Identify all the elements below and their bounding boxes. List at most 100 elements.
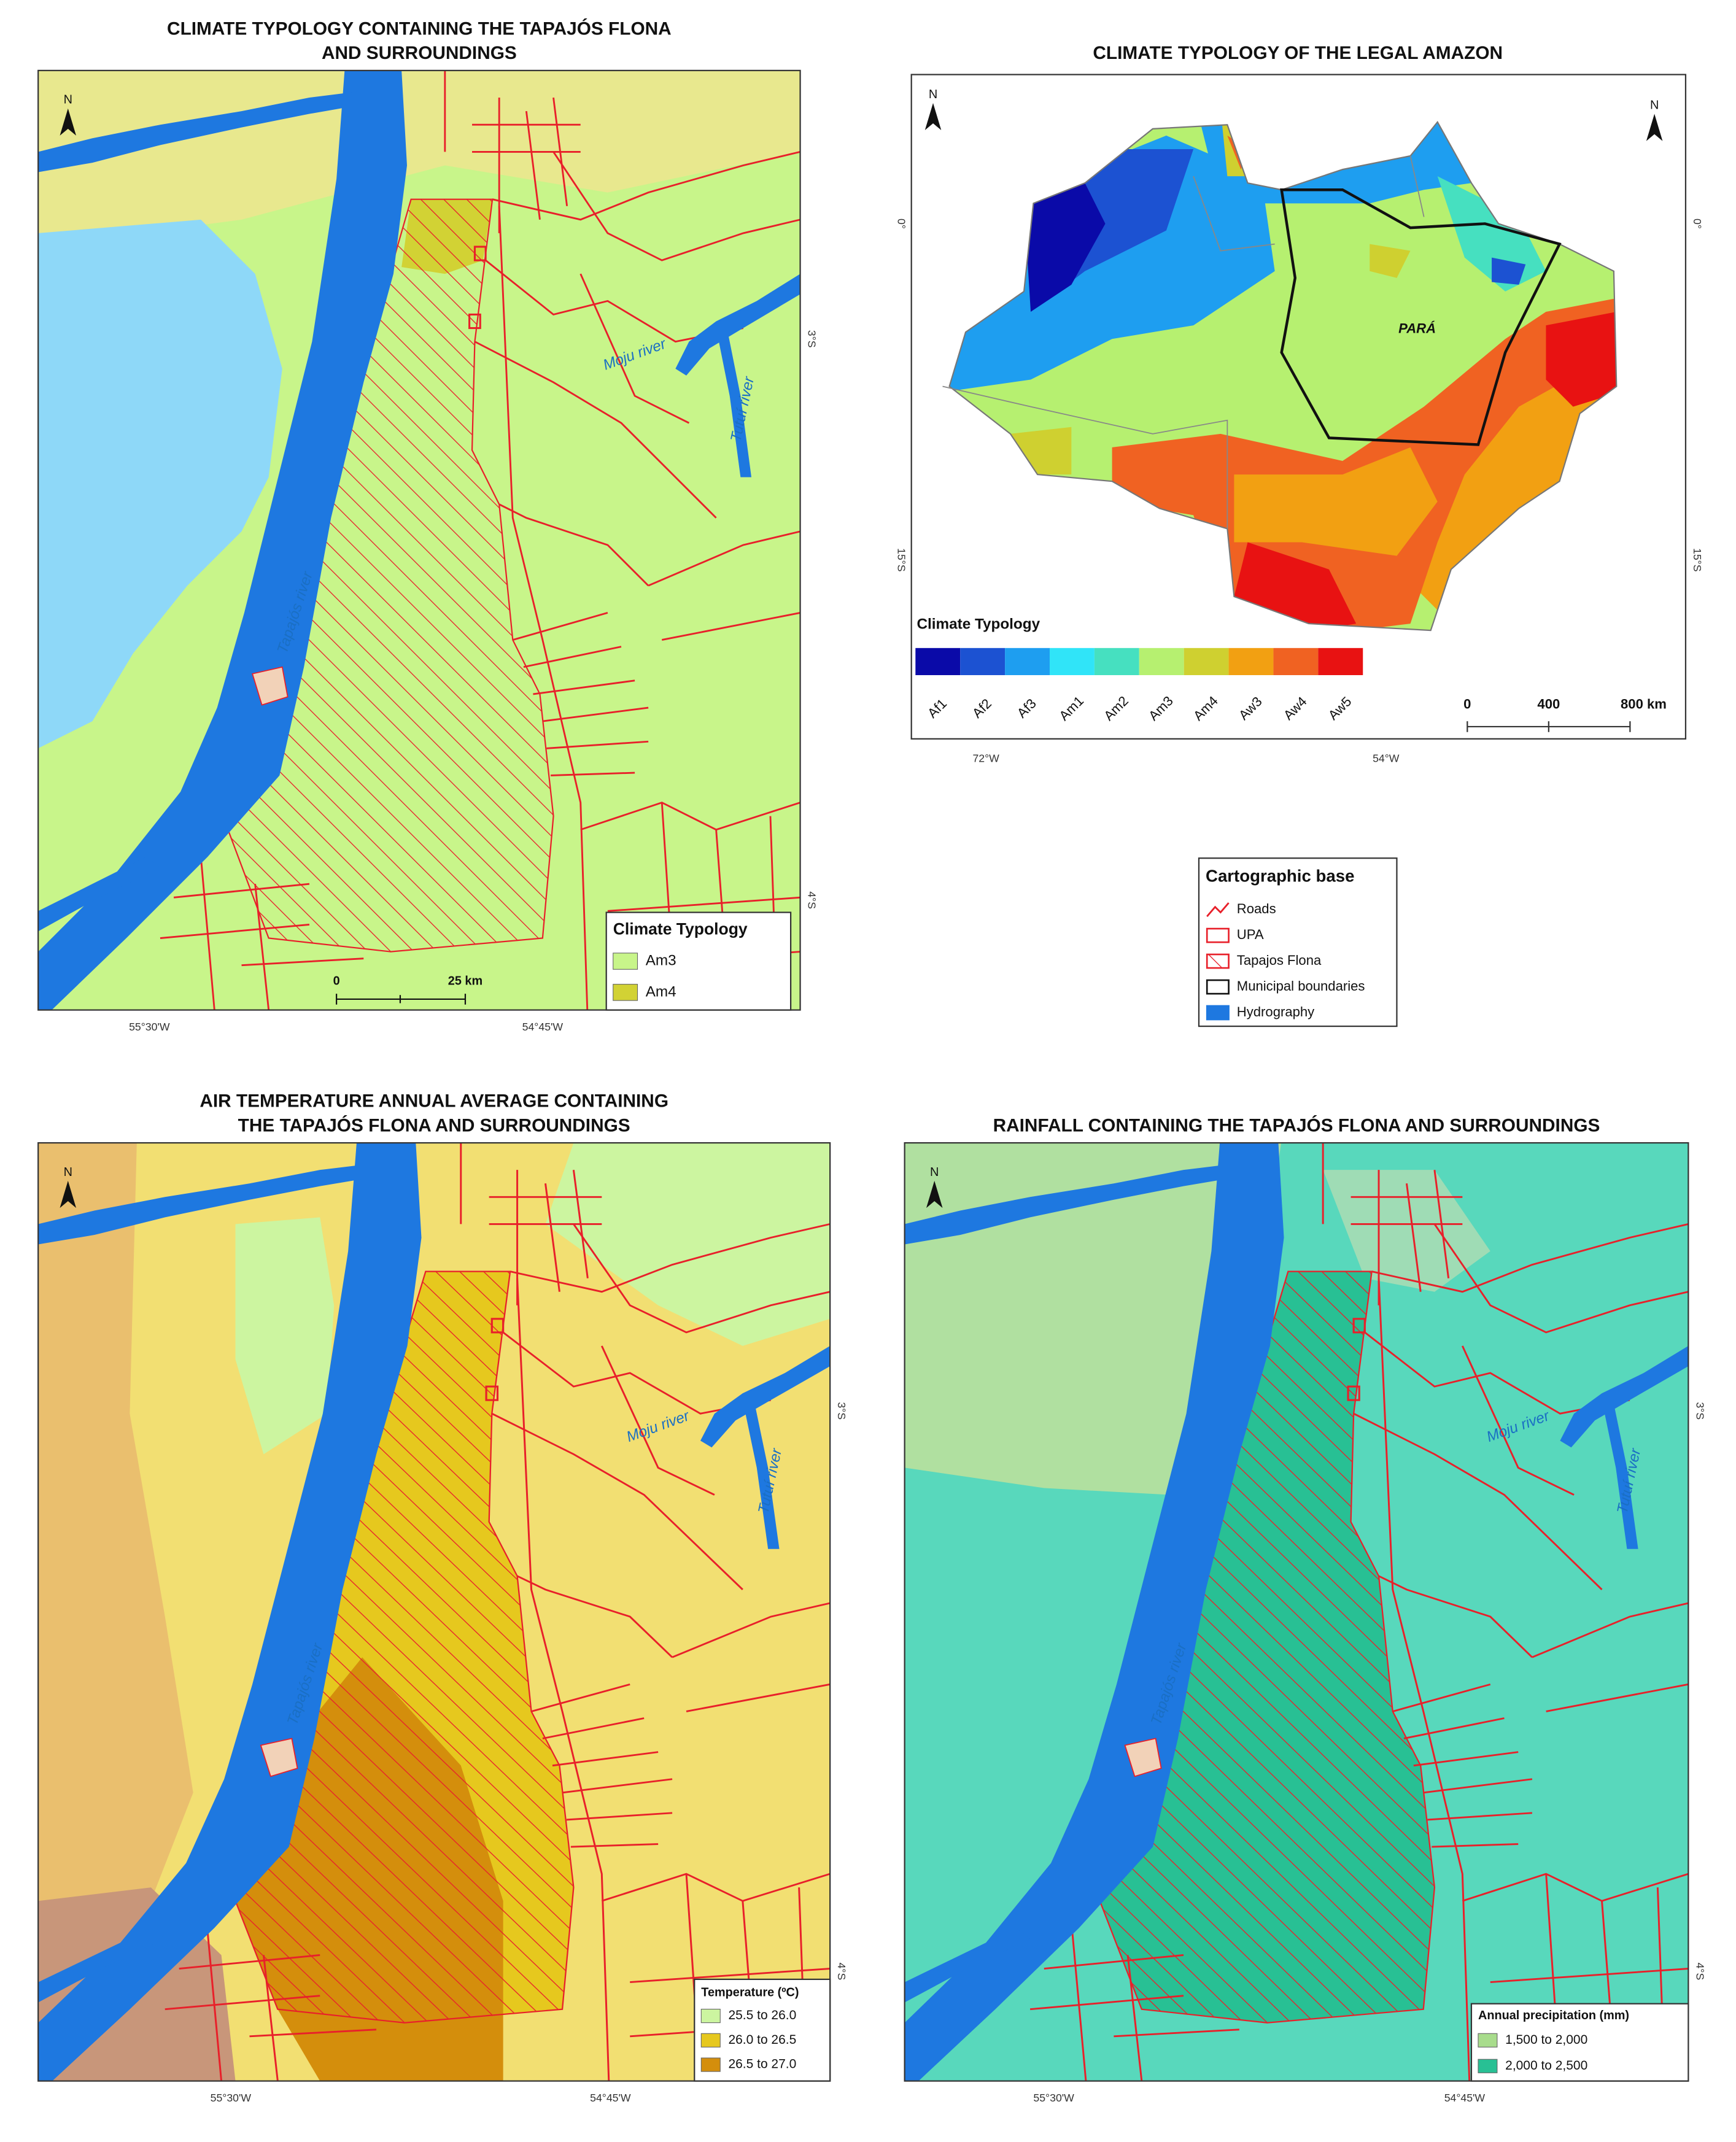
legend-label: 26.5 to 27.0	[728, 2057, 796, 2071]
lon-label: 72°W	[972, 752, 999, 765]
legend-title: Annual precipitation (mm)	[1478, 2009, 1629, 2022]
road	[1378, 1278, 1471, 2081]
legend-symbol	[1206, 1005, 1230, 1021]
hydrography	[904, 1143, 1284, 2081]
upa	[468, 313, 481, 330]
legend-swatch	[915, 648, 961, 676]
lon-label: 54°45'W	[522, 1021, 564, 1033]
zone	[38, 1143, 193, 1901]
lon-label: 55°30'W	[1033, 2092, 1074, 2104]
map-layers	[38, 70, 800, 1010]
upa	[490, 1318, 505, 1334]
lon-label: 54°45'W	[1444, 2092, 1486, 2104]
legend-swatch	[1273, 648, 1319, 676]
scale-label: 25 km	[448, 974, 482, 988]
legend-label: UPA	[1237, 927, 1264, 942]
legend-label: Hydrography	[1237, 1004, 1314, 1019]
legend-label: Am3	[646, 953, 676, 969]
zone	[1370, 244, 1411, 278]
hydrography	[38, 1928, 165, 2003]
island	[260, 1738, 298, 1777]
upa	[485, 1385, 499, 1401]
zone	[1546, 312, 1617, 407]
lat-label: 4°S	[835, 1963, 848, 1981]
lat-label: 3°S	[1694, 1402, 1706, 1420]
lon-label: 54°W	[1373, 752, 1400, 765]
hydrography	[904, 1163, 1239, 1245]
zone	[545, 1143, 831, 1346]
legend-title: Cartographic base	[1206, 866, 1354, 885]
legend-swatch	[700, 2033, 721, 2047]
legend-label: Am4	[646, 983, 676, 1000]
hydrography	[675, 274, 800, 478]
lat-label: 15°S	[1691, 548, 1703, 571]
scale-bar	[336, 994, 467, 1005]
legend-label: 26.0 to 26.5	[728, 2033, 796, 2047]
state-label: PARÁ	[1398, 321, 1436, 336]
map-layers	[38, 1143, 831, 2081]
amazon-outline	[948, 120, 1618, 632]
upa	[1352, 1318, 1366, 1334]
hydrography	[38, 90, 364, 172]
legend-swatch	[700, 2057, 721, 2072]
legend-swatch	[1049, 648, 1095, 676]
legend-box	[1470, 2003, 1689, 2082]
road	[474, 341, 717, 519]
north-label: N	[64, 1166, 72, 1179]
map-title: AND SURROUNDINGS	[322, 43, 517, 63]
lat-label: 0°	[895, 218, 907, 229]
lat-label: 15°S	[895, 548, 907, 571]
map-layers	[904, 1143, 1689, 2081]
legend-title: Temperature (ºC)	[701, 1985, 799, 1999]
legend-box	[1198, 857, 1398, 1027]
legend-title: Climate Typology	[613, 919, 748, 938]
legend-swatch	[1478, 2033, 1498, 2047]
zone	[1234, 447, 1438, 556]
map-title: CLIMATE TYPOLOGY OF THE LEGAL AMAZON	[1093, 43, 1503, 63]
road	[1353, 1412, 1603, 1590]
road	[492, 150, 800, 221]
lon-label: 55°30'W	[211, 2092, 252, 2104]
map-title: RAINFALL CONTAINING THE TAPAJÓS FLONA AN…	[993, 1115, 1600, 1135]
lat-label: 0°	[1691, 218, 1703, 229]
map-title: THE TAPAJÓS FLONA AND SURROUNDINGS	[238, 1115, 630, 1135]
upa	[1347, 1385, 1360, 1401]
hydrography	[700, 1345, 831, 1549]
zone	[1437, 176, 1546, 292]
lon-label: 54°45'W	[590, 2092, 631, 2104]
road	[579, 273, 690, 424]
road	[1461, 1345, 1575, 1496]
road	[531, 1683, 673, 1848]
upa	[473, 246, 487, 261]
road	[498, 206, 589, 1010]
road	[512, 612, 649, 776]
legend-swatch	[1094, 648, 1139, 676]
map-frame	[37, 69, 801, 1011]
zone	[1323, 1170, 1490, 1292]
zone	[235, 1217, 335, 1455]
hydrography	[38, 857, 160, 932]
hydrography	[1560, 1345, 1689, 1549]
island	[1124, 1738, 1162, 1777]
north-label: N	[930, 1166, 939, 1179]
island	[252, 666, 289, 706]
legend-symbol	[1206, 927, 1230, 943]
lon-label: 55°30'W	[129, 1021, 170, 1033]
state-boundaries	[942, 155, 1425, 529]
legend-swatch	[1184, 648, 1229, 676]
north-label: N	[1650, 99, 1659, 112]
para-boundary	[1280, 188, 1562, 446]
lat-label: 3°S	[806, 330, 818, 348]
road	[648, 530, 800, 641]
map	[38, 70, 800, 1010]
north-arrow	[926, 1180, 943, 1208]
legend-swatch	[613, 984, 638, 1001]
road	[672, 1602, 831, 1712]
north-arrow	[1646, 114, 1663, 141]
north-label: N	[64, 93, 72, 107]
road	[444, 70, 581, 233]
legend-label: Roads	[1237, 901, 1276, 916]
road	[1392, 1683, 1533, 1848]
